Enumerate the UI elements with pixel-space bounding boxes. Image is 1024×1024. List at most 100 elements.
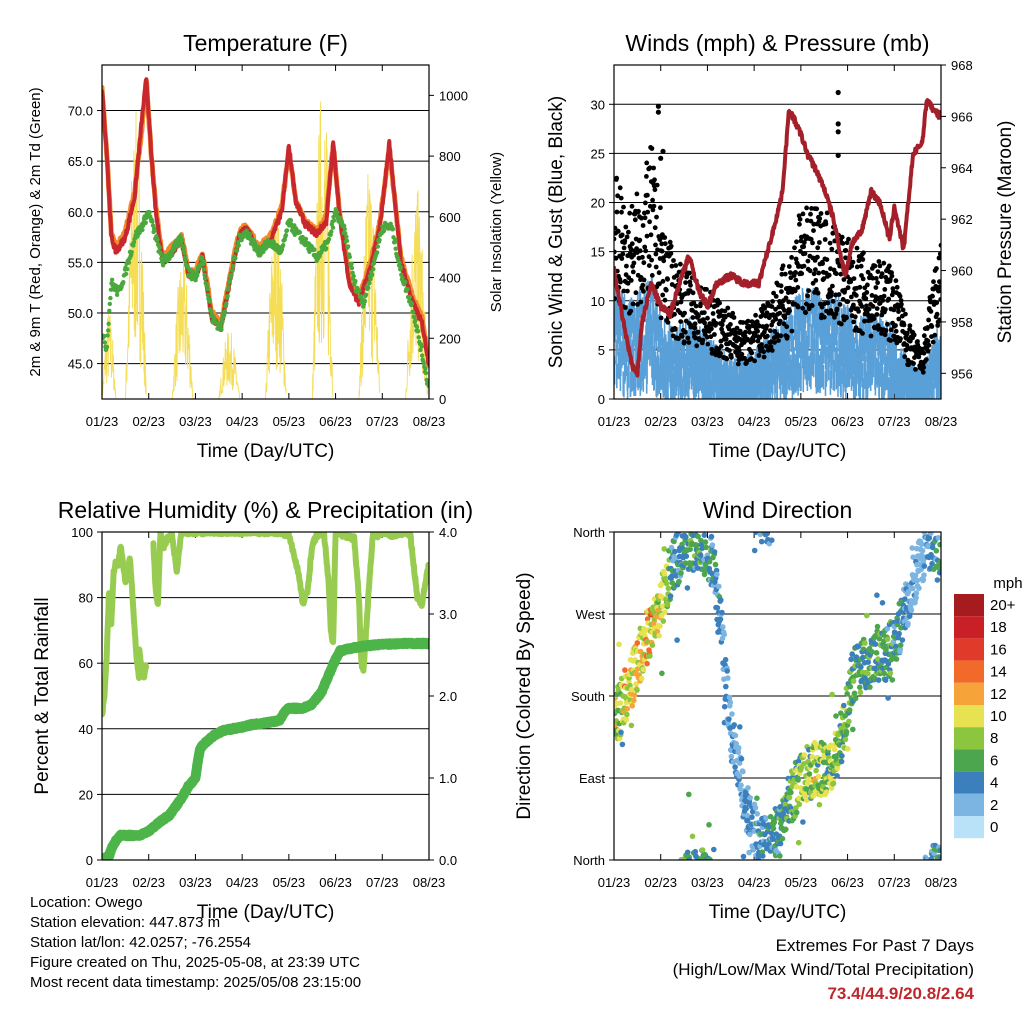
extremes-subtitle: (High/Low/Max Wind/Total Precipitation) — [672, 960, 974, 979]
direction-point — [735, 745, 742, 751]
gust-point — [937, 317, 941, 323]
direction-point — [885, 661, 892, 667]
y-axis-label: 2m & 9m T (Red, Orange) & 2m Td (Green) — [27, 87, 44, 376]
direction-point — [711, 846, 717, 853]
y-tick-label: 60 — [79, 656, 93, 671]
gust-point — [805, 258, 811, 264]
y-tick-label: 50.0 — [68, 306, 93, 321]
direction-point — [628, 722, 635, 729]
dewpoint-point — [320, 247, 325, 253]
y-tick-label: 65.0 — [68, 154, 93, 169]
gust-point — [875, 280, 880, 286]
gust-point — [778, 283, 784, 289]
gust-point — [854, 264, 860, 270]
gust-point — [647, 219, 652, 225]
gust-point — [835, 121, 841, 127]
y2-tick-label: 4.0 — [439, 525, 457, 540]
gust-point — [916, 354, 922, 360]
gust-point — [853, 293, 859, 298]
solar-trace — [171, 255, 194, 399]
direction-point — [738, 756, 745, 762]
direction-point — [746, 849, 752, 856]
x-axis-label: Time (Day/UTC) — [709, 902, 847, 923]
direction-point — [695, 533, 701, 540]
direction-point — [777, 804, 783, 810]
gust-point — [835, 152, 841, 158]
gust-point — [805, 293, 810, 299]
direction-point — [747, 831, 753, 838]
gust-point — [654, 214, 659, 220]
direction-point — [833, 713, 839, 719]
legend-label: 6 — [990, 752, 998, 769]
y-tick-label: East — [579, 771, 605, 786]
gust-point — [660, 278, 666, 284]
x-tick-label: 02/23 — [132, 875, 165, 890]
gust-point — [665, 276, 670, 282]
dewpoint-point — [158, 251, 164, 257]
gust-point — [800, 305, 806, 311]
gust-point — [795, 285, 801, 290]
gust-point — [685, 335, 691, 341]
x-tick-label: 03/23 — [179, 875, 212, 890]
direction-point — [708, 533, 715, 540]
gust-point — [655, 109, 662, 115]
dewpoint-point — [370, 272, 375, 277]
dewpoint-point — [219, 327, 224, 332]
x-axis-label: Time (Day/UTC) — [709, 441, 847, 462]
direction-point — [763, 815, 769, 821]
dewpoint-point — [121, 280, 126, 285]
direction-point — [829, 691, 835, 698]
y-tick-label: 45.0 — [68, 357, 93, 372]
dewpoint-point — [416, 335, 421, 340]
dewpoint-point — [342, 226, 347, 232]
direction-point — [769, 537, 775, 543]
gust-point — [819, 304, 825, 310]
gust-point — [807, 268, 813, 274]
gust-point — [753, 312, 758, 318]
gust-point — [630, 269, 636, 275]
direction-point — [916, 585, 922, 591]
direction-point — [654, 628, 661, 635]
dewpoint-point — [330, 225, 336, 230]
gust-point — [899, 301, 904, 307]
gust-point — [722, 308, 728, 314]
gust-point — [717, 300, 722, 306]
direction-point — [624, 706, 630, 712]
direction-point — [938, 854, 941, 860]
direction-point — [864, 612, 870, 619]
direction-point — [689, 833, 696, 840]
direction-point — [841, 702, 847, 709]
gust-point — [782, 308, 787, 313]
y2-tick-label: 1000 — [439, 88, 468, 103]
gust-point — [672, 311, 677, 317]
gust-point — [782, 315, 788, 321]
x-tick-label: 01/23 — [598, 414, 631, 429]
dewpoint-point — [410, 310, 416, 315]
direction-point — [857, 684, 863, 691]
gust-point — [792, 288, 798, 294]
gust-point — [658, 155, 664, 161]
y2-tick-label: 956 — [951, 366, 973, 381]
gust-point — [833, 311, 839, 317]
direction-point — [683, 534, 689, 540]
gust-point — [679, 333, 685, 339]
gust-point — [769, 304, 775, 309]
gust-point — [930, 293, 935, 299]
gust-point — [911, 332, 917, 338]
legend-label: 10 — [990, 708, 1007, 725]
dewpoint-point — [349, 265, 355, 271]
dewpoint-point — [283, 233, 289, 238]
gust-point — [814, 287, 819, 292]
gust-point — [787, 308, 792, 314]
direction-point — [629, 703, 635, 709]
gust-point — [637, 248, 643, 254]
gust-point — [669, 263, 675, 269]
direction-point — [893, 643, 899, 650]
gust-point — [904, 330, 910, 336]
gust-point — [888, 327, 894, 333]
direction-point — [851, 690, 858, 697]
gust-point — [676, 336, 681, 342]
direction-point — [937, 847, 941, 854]
x-tick-label: 08/23 — [925, 875, 958, 890]
legend-label: 14 — [990, 664, 1007, 681]
